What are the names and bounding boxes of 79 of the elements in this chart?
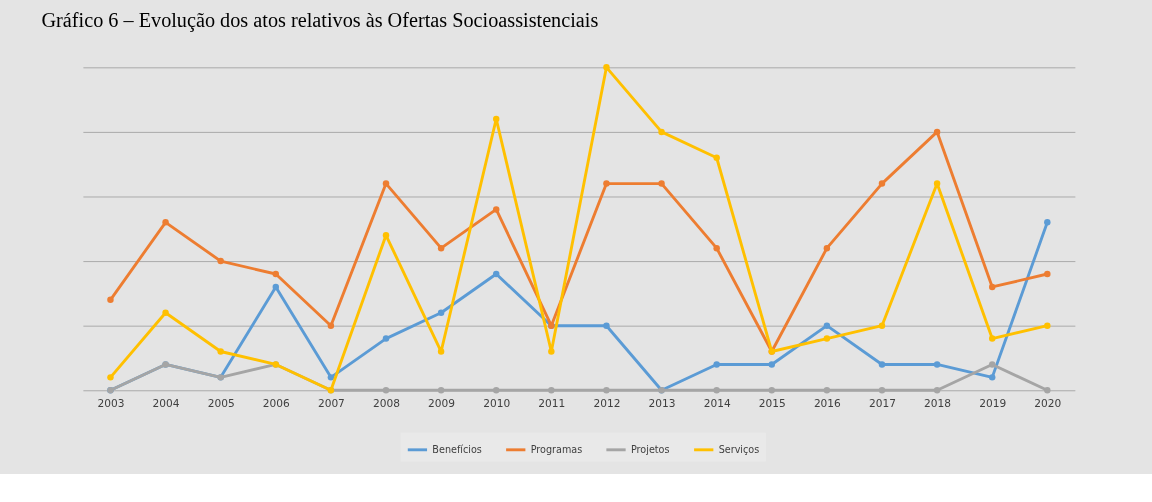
point: [878, 387, 886, 394]
x-tick-label: 2003: [97, 397, 125, 410]
point: [713, 154, 720, 161]
point: [603, 322, 610, 329]
point: [823, 387, 831, 394]
point: [382, 232, 390, 239]
point: [823, 335, 831, 342]
point: [933, 387, 941, 394]
point: [1044, 387, 1051, 394]
point: [768, 387, 776, 394]
point: [988, 283, 996, 291]
x-tick-label: 2019: [979, 397, 1007, 410]
point: [933, 361, 941, 368]
point: [548, 387, 555, 394]
x-tick-label: 2012: [593, 397, 621, 410]
legend-label: Benefícios: [432, 443, 482, 455]
point: [1044, 219, 1051, 226]
x-tick-label: 2007: [317, 397, 345, 410]
point: [327, 374, 335, 381]
point: [382, 387, 390, 394]
x-tick-label: 2015: [758, 397, 786, 410]
point: [437, 348, 445, 355]
x-tick-label: 2017: [868, 397, 896, 410]
point: [823, 244, 831, 252]
point: [437, 309, 445, 316]
point: [878, 322, 886, 329]
point: [823, 322, 831, 329]
point: [548, 348, 555, 355]
point: [492, 270, 500, 278]
x-tick-label: 2014: [703, 397, 731, 410]
point: [382, 180, 390, 187]
point: [603, 64, 610, 71]
point: [988, 374, 996, 381]
point: [878, 361, 886, 368]
point: [107, 374, 114, 381]
point: [492, 115, 500, 123]
point: [327, 322, 335, 329]
x-tick-label: 2006: [262, 397, 291, 410]
x-tick-label: 2009: [428, 397, 456, 410]
x-tick-label: 2008: [373, 397, 401, 410]
legend-label: Projetos: [630, 443, 670, 455]
x-tick-label: 2013: [648, 397, 676, 410]
point: [1044, 322, 1051, 329]
point: [933, 128, 941, 136]
chart-title: Gráfico 6 – Evolução dos atos relativos às Ofertas Socioassistenciais: [41, 9, 599, 33]
x-tick-label: 2004: [152, 397, 180, 410]
point: [713, 244, 720, 252]
x-tick-label: 2016: [813, 397, 842, 410]
point: [492, 387, 500, 394]
x-tick-label: 2010: [483, 397, 511, 410]
point: [713, 387, 720, 394]
point: [988, 361, 996, 368]
point: [768, 361, 776, 368]
x-tick-label: 2020: [1034, 397, 1062, 410]
point: [162, 219, 169, 226]
point: [658, 180, 665, 187]
point: [437, 387, 445, 394]
point: [272, 270, 280, 278]
legend-label: Serviços: [718, 443, 760, 455]
point: [382, 335, 390, 342]
point: [272, 283, 280, 291]
point: [988, 335, 996, 342]
point: [162, 309, 169, 316]
point: [217, 257, 224, 265]
point: [603, 387, 610, 394]
point: [658, 128, 665, 136]
point: [1044, 270, 1051, 278]
point: [933, 180, 941, 187]
point: [713, 361, 720, 368]
point: [437, 244, 445, 252]
point: [107, 296, 114, 304]
x-tick-label: 2005: [207, 397, 235, 410]
legend-label: Programas: [530, 443, 583, 455]
point: [878, 180, 886, 187]
x-tick-label: 2018: [924, 397, 952, 410]
point: [217, 348, 224, 355]
point: [603, 180, 610, 187]
point: [492, 206, 500, 213]
x-tick-label: 2011: [538, 397, 566, 410]
